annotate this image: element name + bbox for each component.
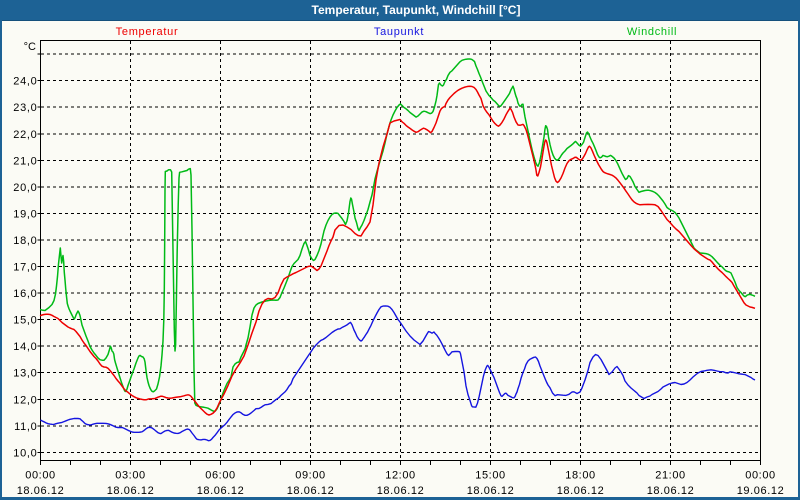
svg-text:06:00: 06:00 bbox=[205, 470, 236, 482]
svg-text:14,0: 14,0 bbox=[13, 341, 37, 353]
svg-text:00:00: 00:00 bbox=[745, 470, 776, 482]
svg-text:22,0: 22,0 bbox=[13, 129, 37, 141]
svg-text:13,0: 13,0 bbox=[13, 368, 37, 380]
svg-text:12,0: 12,0 bbox=[13, 394, 37, 406]
svg-text:10,0: 10,0 bbox=[13, 447, 37, 459]
svg-text:18.06.12: 18.06.12 bbox=[467, 485, 515, 497]
svg-text:18.06.12: 18.06.12 bbox=[197, 485, 245, 497]
svg-text:11,0: 11,0 bbox=[14, 421, 37, 433]
svg-text:09:00: 09:00 bbox=[295, 470, 326, 482]
svg-text:18.06.12: 18.06.12 bbox=[377, 485, 425, 497]
svg-text:15:00: 15:00 bbox=[475, 470, 506, 482]
svg-text:18.06.12: 18.06.12 bbox=[17, 485, 65, 497]
svg-text:21,0: 21,0 bbox=[13, 155, 37, 167]
svg-text:12:00: 12:00 bbox=[385, 470, 416, 482]
svg-text:24,0: 24,0 bbox=[13, 76, 37, 88]
svg-text:18.06.12: 18.06.12 bbox=[287, 485, 335, 497]
svg-text:16,0: 16,0 bbox=[13, 288, 37, 300]
svg-text:15,0: 15,0 bbox=[13, 315, 37, 327]
svg-text:18.06.12: 18.06.12 bbox=[557, 485, 605, 497]
svg-text:20,0: 20,0 bbox=[13, 182, 37, 194]
svg-text:°C: °C bbox=[24, 41, 36, 53]
svg-text:00:00: 00:00 bbox=[25, 470, 56, 482]
svg-text:18:00: 18:00 bbox=[565, 470, 596, 482]
svg-text:23,0: 23,0 bbox=[13, 102, 37, 114]
svg-text:03:00: 03:00 bbox=[115, 470, 146, 482]
svg-text:19.06.12: 19.06.12 bbox=[737, 485, 785, 497]
svg-text:17,0: 17,0 bbox=[13, 262, 37, 274]
svg-text:18.06.12: 18.06.12 bbox=[107, 485, 155, 497]
svg-text:21:00: 21:00 bbox=[655, 470, 686, 482]
svg-text:18,0: 18,0 bbox=[13, 235, 37, 247]
svg-text:18.06.12: 18.06.12 bbox=[647, 485, 695, 497]
svg-text:19,0: 19,0 bbox=[13, 208, 37, 220]
